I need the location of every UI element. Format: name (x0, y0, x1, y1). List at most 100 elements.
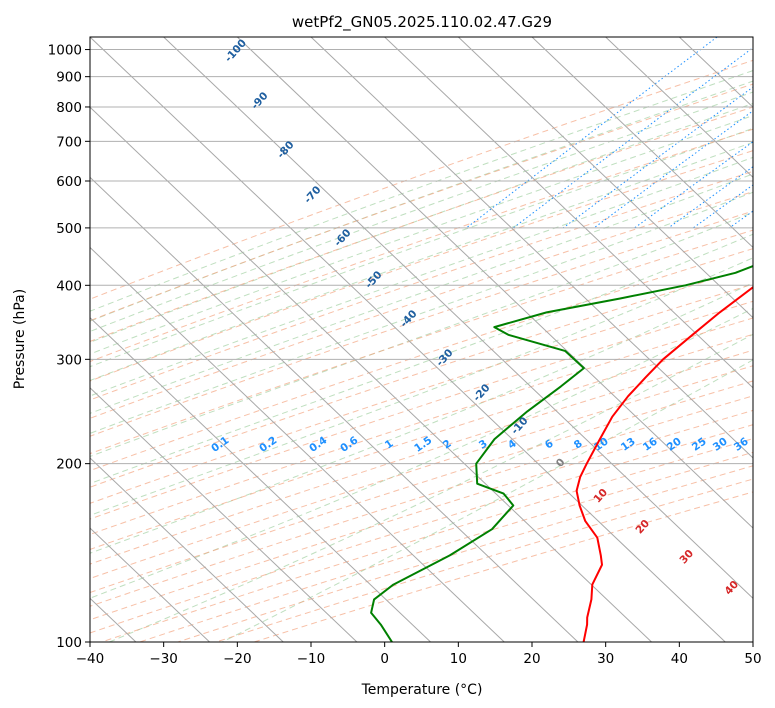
dry-adiabat-label: -100 (223, 37, 250, 65)
mixing-ratio-line (756, 25, 775, 228)
x-tick-label: −30 (149, 651, 178, 667)
dry-adiabat (90, 128, 753, 363)
y-tick-label: 1000 (48, 43, 82, 59)
dry-adiabat-label: -70 (302, 184, 324, 206)
dry-adiabat (90, 395, 753, 607)
isotherm-line (531, 37, 753, 249)
dry-adiabat (90, 191, 753, 419)
moist-adiabat (90, 141, 753, 382)
mixing-ratio-line (634, 141, 753, 229)
moist-adiabat (90, 102, 753, 343)
mixing-ratio-line (562, 86, 753, 229)
isotherm-line (90, 106, 652, 642)
mixing-ratio-label: 25 (690, 435, 709, 453)
x-axis: −40 −30 −20 −10 0 10 20 30 40 50 (76, 642, 762, 667)
isotherm-line (90, 246, 505, 642)
x-tick-label: 0 (380, 651, 389, 667)
mixing-ratio-label: 0.1 (209, 434, 231, 455)
y-tick-label: 900 (56, 70, 82, 86)
isotherm-line (752, 37, 753, 38)
moist-adiabat (109, 333, 753, 642)
dry-adiabat-label: -20 (471, 382, 493, 404)
x-tick-label: 30 (597, 651, 614, 667)
chart-title: wetPf2_GN05.2025.110.02.47.G29 (292, 13, 552, 32)
dry-adiabat (90, 365, 753, 579)
dry-adiabats (90, 59, 753, 642)
y-tick-label: 100 (56, 635, 82, 651)
moist-adiabat (90, 173, 753, 414)
x-tick-label: 50 (744, 651, 761, 667)
dry-adiabat (90, 59, 753, 300)
x-tick-label: −20 (223, 651, 252, 667)
mixing-ratio-label: 30 (711, 435, 730, 453)
isotherm-line (90, 37, 726, 642)
mixing-ratio-lines (465, 25, 775, 229)
isotherm-line (90, 387, 358, 642)
x-tick-label: 40 (671, 651, 688, 667)
dry-adiabat (90, 317, 753, 535)
moist-adiabat (90, 233, 753, 485)
isotherm-line (163, 37, 753, 599)
moist-adiabat-label: 40 (722, 579, 741, 598)
x-tick-label: −40 (76, 651, 105, 667)
moist-adiabat-label: 20 (633, 518, 652, 537)
dry-adiabat (90, 106, 753, 342)
mixing-ratio-label: 1.5 (412, 434, 434, 455)
dry-adiabat-label: -40 (398, 308, 420, 330)
mixing-ratio-line (692, 184, 753, 229)
moist-adiabat (90, 70, 753, 312)
dry-adiabat (100, 438, 753, 642)
isotherm-line (310, 37, 753, 459)
dry-adiabat (252, 491, 753, 642)
y-tick-label: 300 (56, 352, 82, 368)
moist-adiabat (90, 114, 753, 355)
isotherm-line (90, 316, 431, 642)
x-tick-label: 20 (523, 651, 540, 667)
isotherm-line (605, 37, 753, 179)
mixing-ratio-label: 4 (506, 438, 519, 452)
mixing-ratio-label: 0.2 (257, 434, 279, 455)
isotherm-line (678, 37, 753, 108)
temperature-line (575, 285, 753, 642)
dry-adiabat (90, 333, 753, 550)
y-tick-label: 400 (56, 278, 82, 294)
dry-adiabat (90, 150, 753, 382)
x-tick-label: 10 (450, 651, 467, 667)
mixing-ratio-label: 16 (641, 435, 660, 453)
y-tick-label: 700 (56, 134, 82, 150)
moist-adiabat (90, 80, 753, 322)
isotherms (90, 37, 753, 642)
x-axis-label: Temperature (°C) (361, 682, 483, 698)
dry-adiabat (90, 349, 753, 565)
y-axis: 100 200 300 400 500 600 700 800 900 1000 (48, 43, 90, 651)
dry-adiabat (90, 229, 753, 455)
moist-adiabat (90, 156, 753, 397)
moist-adiabats (90, 70, 753, 642)
y-tick-label: 200 (56, 457, 82, 473)
mixing-ratio-label: 0.6 (338, 434, 360, 455)
mixing-ratio-line (668, 166, 753, 229)
dewpoint-line (370, 264, 753, 642)
moist-adiabat (221, 359, 753, 642)
moist-adiabat (90, 257, 753, 516)
dry-adiabat (90, 210, 753, 437)
dry-adiabat (90, 266, 753, 488)
dry-adiabat (90, 170, 753, 401)
x-tick-label: −10 (297, 651, 326, 667)
isotherm-line (90, 527, 210, 642)
moist-adiabat (90, 211, 753, 458)
mixing-ratio-label: 20 (665, 435, 684, 453)
y-tick-label: 500 (56, 221, 82, 237)
mixing-ratio-label: 2 (441, 438, 454, 452)
moist-adiabat (90, 191, 753, 434)
moist-adiabat (90, 127, 753, 368)
moist-adiabat-label: 10 (591, 487, 610, 506)
dry-adiabat-label: -50 (363, 269, 385, 291)
mixing-ratio-label: 6 (543, 438, 556, 452)
isotherm-line (236, 37, 753, 529)
dry-adiabat (90, 283, 753, 504)
isotherm-line (90, 176, 579, 642)
y-axis-label: Pressure (hPa) (12, 289, 28, 389)
dry-adiabat (90, 424, 753, 634)
